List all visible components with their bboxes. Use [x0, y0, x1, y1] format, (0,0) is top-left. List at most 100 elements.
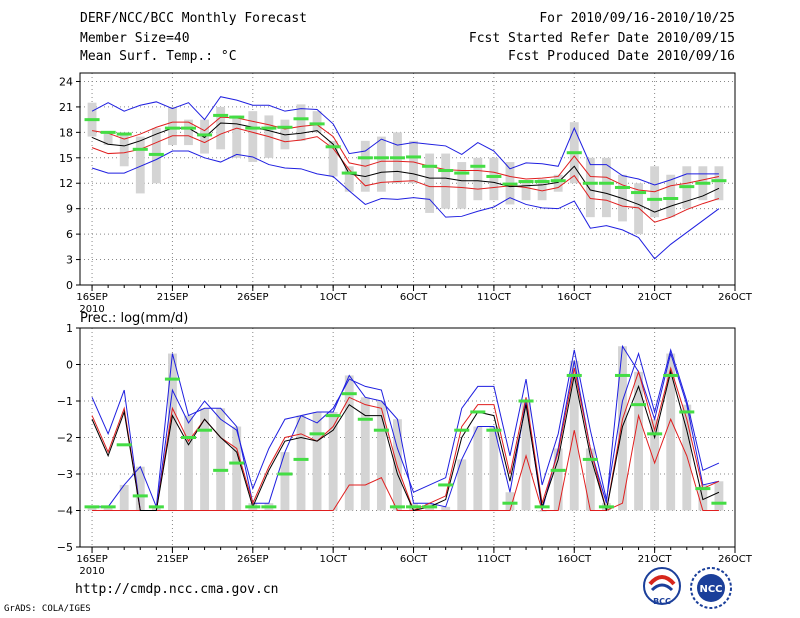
prec-max-line [92, 344, 720, 511]
prec-box [441, 506, 451, 511]
temp-upper-line [91, 116, 720, 193]
temp-median-mark [438, 169, 454, 173]
prec-ytick-label: 0 [66, 359, 73, 372]
temp-median-mark [631, 191, 647, 195]
prec-lower-line [92, 413, 719, 511]
temp-median-mark [245, 126, 261, 130]
temp-box [168, 106, 177, 146]
temp-median-mark [470, 164, 486, 168]
prec-median-mark [550, 468, 566, 472]
prec-median-mark [406, 505, 422, 509]
temp-median-mark [389, 156, 405, 160]
temp-ytick-label: 24 [59, 75, 73, 88]
prec-median-mark [454, 428, 470, 432]
temp-median-mark [550, 179, 566, 183]
prec-median-mark [566, 373, 582, 377]
prec-ytick-label: −4 [57, 505, 73, 518]
prec-box [569, 360, 579, 511]
temp-xtick-label: 21SEP [157, 292, 188, 303]
prec-year-label: 2010 [79, 566, 104, 577]
prec-panel-title: Prec.: log(mm/d) [80, 311, 188, 326]
temp-year-label: 2010 [79, 304, 104, 315]
temp-box [248, 111, 258, 163]
temp-xtick-label: 26SEP [237, 292, 268, 303]
forecast-period: For 2010/09/16-2010/10/25 [539, 11, 735, 26]
prec-median-mark [164, 377, 180, 381]
prec-box [328, 411, 338, 511]
ncc-logo-text: NCC [699, 584, 722, 595]
temp-ytick-label: 6 [66, 228, 73, 241]
prec-box [200, 408, 209, 511]
temp-box [666, 174, 676, 218]
prec-box [634, 371, 643, 511]
refer-date: Fcst Started Refer Date 2010/09/15 [468, 31, 735, 46]
temp-box [312, 111, 322, 133]
prec-ytick-label: 1 [66, 322, 73, 335]
temp-min-line [91, 150, 720, 260]
temp-box [441, 153, 451, 209]
prec-median-mark [438, 483, 454, 487]
prec-median-mark [422, 505, 438, 509]
prec-box [376, 401, 386, 511]
temp-median-mark [598, 181, 614, 185]
temp-median-mark [454, 171, 470, 175]
temp-box [634, 183, 643, 235]
temp-box [585, 157, 595, 218]
bcc-logo-text: BCC [653, 597, 671, 606]
temp-ytick-label: 9 [66, 203, 73, 216]
prec-xtick-label: 21SEP [157, 554, 188, 565]
temp-box [537, 179, 547, 201]
prec-box [296, 415, 306, 511]
temp-median-mark [647, 197, 663, 201]
produced-date: Fcst Produced Date 2010/09/16 [508, 49, 735, 64]
temp-median-mark [180, 126, 197, 130]
temp-max-line [91, 96, 719, 186]
prec-median-mark [197, 428, 213, 432]
temp-median-mark [679, 185, 695, 189]
temp-box [457, 162, 467, 209]
prec-xtick-label: 11OCT [477, 554, 512, 565]
prec-median-mark [470, 410, 486, 414]
prec-median-mark [132, 494, 148, 498]
temp-box [119, 132, 129, 167]
prec-box [714, 481, 724, 511]
prec-median-mark [647, 432, 663, 436]
prec-xtick-label: 26OCT [718, 554, 753, 565]
prec-median-mark [180, 436, 197, 439]
prec-median-mark [148, 505, 164, 509]
prec-mean-line [91, 369, 720, 512]
prec-box [216, 408, 226, 511]
prec-xtick-label: 26SEP [237, 554, 268, 565]
grads-credit: GrADS: COLA/IGES [4, 604, 91, 614]
prec-xtick-label: 16OCT [557, 554, 592, 565]
prec-median-mark [277, 472, 293, 476]
temp-ytick-label: 0 [66, 279, 73, 292]
prec-box [473, 426, 483, 511]
temp-median-mark [148, 152, 164, 156]
temp-box [296, 104, 306, 141]
temp-ytick-label: 21 [59, 101, 73, 114]
prec-median-mark [614, 373, 630, 377]
prec-median-mark [84, 505, 100, 509]
temp-median-mark [132, 147, 148, 151]
prec-median-mark [502, 501, 518, 505]
temp-xtick-label: 1OCT [319, 292, 347, 303]
temp-median-mark [373, 156, 389, 160]
temp-median-mark [518, 180, 534, 184]
prec-box [119, 484, 129, 511]
prec-median-mark [598, 505, 614, 509]
temp-median-mark [213, 113, 229, 117]
prec-box [505, 492, 515, 511]
prec-median-mark [245, 505, 261, 509]
temp-box [328, 140, 338, 177]
prec-xtick-label: 1OCT [319, 554, 347, 565]
prec-median-mark [309, 432, 325, 436]
temp-median-mark [422, 164, 438, 168]
prec-box [344, 375, 354, 511]
temp-median-mark [309, 122, 325, 126]
prec-box [103, 506, 113, 511]
prec-median-mark [357, 417, 373, 421]
prec-xtick-label: 6OCT [400, 554, 428, 565]
source-url[interactable]: http://cmdp.ncc.cma.gov.cn [75, 582, 279, 597]
prec-box [135, 466, 145, 511]
